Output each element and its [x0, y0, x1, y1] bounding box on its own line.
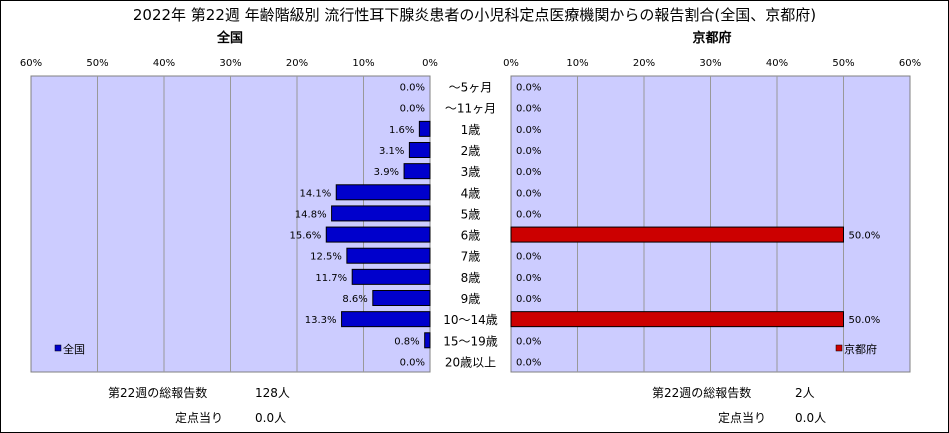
- bar-0-9: [351, 268, 431, 285]
- summary-per-value-0: 0.0人: [255, 411, 286, 425]
- category-label-5: 4歳: [461, 186, 481, 200]
- data-label-1-4: 0.0%: [516, 167, 541, 178]
- tick-label-0-5: 50%: [86, 58, 108, 69]
- data-label-1-10: 0.0%: [516, 294, 541, 305]
- legend-swatch-0: [54, 344, 62, 352]
- data-label-0-10: 8.6%: [342, 294, 367, 305]
- data-label-0-7: 15.6%: [289, 231, 321, 242]
- chart-title: 2022年 第22週 年齢階級別 流行性耳下腺炎患者の小児科定点医療機関からの報…: [133, 6, 816, 24]
- data-label-0-6: 14.8%: [295, 209, 327, 220]
- bar-0-4: [403, 163, 431, 180]
- bar-1-11: [510, 311, 844, 328]
- summary-total-value-1: 2人: [795, 386, 815, 400]
- data-label-1-12: 0.0%: [516, 336, 541, 347]
- category-label-4: 3歳: [461, 165, 481, 179]
- bar-0-12: [424, 332, 431, 349]
- category-label-10: 9歳: [461, 292, 481, 306]
- bar-0-5: [335, 184, 431, 201]
- data-label-1-9: 0.0%: [516, 273, 541, 284]
- data-label-0-11: 13.3%: [305, 315, 337, 326]
- category-label-2: 1歳: [461, 123, 481, 137]
- tick-label-1-1: 10%: [566, 58, 588, 69]
- data-label-0-2: 1.6%: [389, 125, 414, 136]
- data-label-1-3: 0.0%: [516, 146, 541, 157]
- tick-label-0-0: 0%: [422, 58, 438, 69]
- tick-label-1-4: 40%: [766, 58, 788, 69]
- tick-label-0-4: 40%: [153, 58, 175, 69]
- bar-0-7: [325, 226, 431, 243]
- category-label-9: 8歳: [461, 271, 481, 285]
- panel-title-0: 全国: [216, 30, 243, 46]
- category-label-7: 6歳: [461, 229, 481, 243]
- legend-label-1: 京都府: [844, 342, 877, 356]
- tick-label-1-2: 20%: [633, 58, 655, 69]
- tick-label-1-6: 60%: [899, 58, 921, 69]
- summary-total-label-1: 第22週の総報告数: [652, 385, 751, 400]
- legend-swatch-1: [835, 344, 843, 352]
- data-label-0-13: 0.0%: [400, 357, 425, 368]
- data-label-0-0: 0.0%: [400, 83, 425, 94]
- data-label-0-8: 12.5%: [310, 252, 342, 263]
- summary-per-label-0: 定点当り: [175, 410, 223, 425]
- data-label-0-3: 3.1%: [379, 146, 404, 157]
- data-label-1-1: 0.0%: [516, 104, 541, 115]
- bar-0-8: [346, 247, 431, 264]
- summary-total-label-0: 第22週の総報告数: [108, 385, 207, 400]
- category-label-6: 5歳: [461, 207, 481, 221]
- category-label-8: 7歳: [461, 250, 481, 264]
- summary-total-value-0: 128人: [255, 386, 290, 400]
- data-label-1-6: 0.0%: [516, 209, 541, 220]
- category-label-11: 10～14歳: [443, 313, 498, 327]
- data-label-1-5: 0.0%: [516, 188, 541, 199]
- tick-label-1-0: 0%: [503, 58, 519, 69]
- summary-per-value-1: 0.0人: [795, 411, 826, 425]
- category-label-3: 2歳: [461, 144, 481, 158]
- category-label-12: 15～19歳: [443, 334, 498, 348]
- data-label-0-9: 11.7%: [315, 273, 347, 284]
- bar-0-3: [408, 142, 431, 158]
- data-label-1-8: 0.0%: [516, 252, 541, 263]
- summary-per-label-1: 定点当り: [718, 410, 766, 425]
- data-label-0-1: 0.0%: [400, 104, 425, 115]
- tick-label-1-5: 50%: [832, 58, 854, 69]
- category-label-0: ～5ヶ月: [449, 81, 493, 95]
- data-label-1-13: 0.0%: [516, 357, 541, 368]
- bar-0-11: [341, 311, 431, 328]
- bar-1-7: [510, 226, 844, 243]
- legend-label-0: 全国: [63, 342, 85, 356]
- bar-0-6: [331, 205, 431, 222]
- data-label-1-0: 0.0%: [516, 83, 541, 94]
- tick-label-0-1: 10%: [352, 58, 374, 69]
- data-label-0-12: 0.8%: [394, 336, 419, 347]
- bar-0-2: [418, 120, 431, 137]
- bar-0-10: [372, 290, 431, 306]
- panel-title-1: 京都府: [692, 30, 731, 46]
- data-label-0-5: 14.1%: [299, 188, 331, 199]
- category-label-1: ～11ヶ月: [445, 102, 496, 116]
- data-label-0-4: 3.9%: [374, 167, 399, 178]
- category-label-13: 20歳以上: [445, 355, 496, 369]
- data-label-1-11: 50.0%: [849, 315, 881, 326]
- tick-label-0-3: 30%: [219, 58, 241, 69]
- data-label-1-2: 0.0%: [516, 125, 541, 136]
- tick-label-0-2: 20%: [286, 58, 308, 69]
- tick-label-1-3: 30%: [699, 58, 721, 69]
- data-label-1-7: 50.0%: [849, 231, 881, 242]
- tick-label-0-6: 60%: [20, 58, 42, 69]
